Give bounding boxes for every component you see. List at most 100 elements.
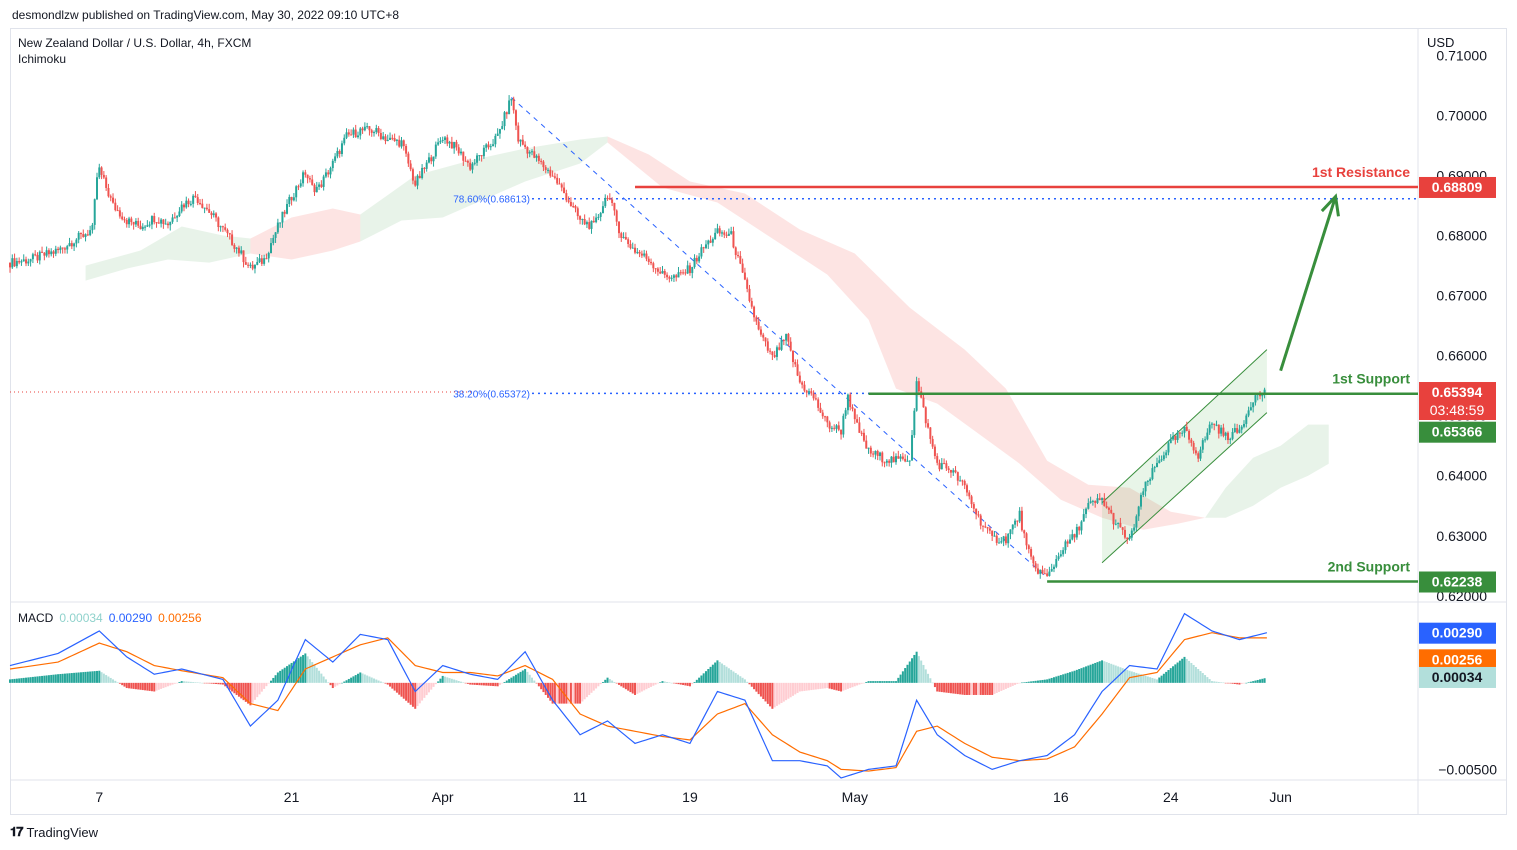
candle-body (57, 248, 60, 251)
level-name-label: 2nd Support (1328, 559, 1411, 575)
candle-body (462, 151, 465, 161)
macd-histogram-bar (45, 675, 48, 683)
macd-histogram-bar (91, 671, 94, 683)
macd-histogram-bar (47, 675, 50, 683)
candle-body (166, 223, 169, 226)
candle-body (1096, 498, 1099, 503)
macd-histogram-bar (409, 682, 412, 705)
candle-body (1114, 523, 1117, 525)
candle-body (634, 247, 637, 253)
fib-trend-line (511, 97, 1048, 579)
candle-body (221, 226, 224, 228)
candle-body (865, 440, 868, 449)
candle-body (450, 141, 453, 149)
candle-body (1007, 533, 1010, 544)
candle-body (1105, 506, 1108, 508)
macd-histogram-bar (173, 682, 176, 684)
macd-histogram-bar (947, 682, 950, 693)
macd-histogram-bar (1098, 661, 1101, 683)
macd-histogram-bar (622, 682, 625, 688)
macd-histogram-bar (963, 682, 966, 695)
macd-histogram-bar (608, 679, 611, 683)
macd-histogram-bar (535, 682, 538, 684)
macd-histogram-bar (769, 682, 772, 707)
candle-body (881, 452, 884, 463)
footer[interactable]: 𝟏𝟕 TradingView (10, 824, 98, 840)
macd-histogram-bar (709, 666, 712, 683)
candle-body (885, 460, 888, 463)
macd-histogram-bar (482, 682, 485, 686)
candle-body (9, 262, 11, 268)
macd-histogram-bar (677, 682, 680, 685)
candle-body (205, 207, 208, 210)
macd-histogram-bar (1146, 676, 1149, 683)
candle-body (514, 110, 517, 126)
candle-body (489, 146, 492, 148)
macd-histogram-bar (146, 682, 149, 691)
candle-body (714, 232, 717, 240)
macd-histogram-bar (1014, 682, 1017, 685)
macd-histogram-bar (36, 676, 39, 683)
candle-body (991, 530, 994, 536)
macd-histogram-bar (991, 682, 994, 695)
candle-body (1215, 424, 1218, 426)
macd-histogram-bar (361, 673, 364, 683)
candle-body (1085, 508, 1088, 515)
candle-body (1087, 502, 1090, 509)
macd-histogram-bar (583, 682, 586, 700)
macd-histogram-bar (929, 678, 932, 683)
macd-histogram-bar (601, 681, 604, 683)
candle-body (606, 197, 609, 199)
macd-histogram-bar (895, 681, 898, 683)
candle-body (1204, 439, 1207, 441)
macd-histogram-bar (805, 682, 808, 691)
candle-body (66, 246, 69, 250)
candle-body (331, 160, 334, 169)
candle-body (1261, 394, 1264, 397)
candle-body (1004, 536, 1007, 544)
candle-body (269, 243, 272, 254)
candle-body (1231, 431, 1234, 439)
macd-histogram-bar (856, 682, 859, 686)
candle-body (672, 275, 675, 278)
candle-body (730, 231, 733, 234)
macd-histogram-bar (157, 682, 160, 690)
macd-histogram-bar (1252, 681, 1255, 683)
macd-histogram-bar (1117, 666, 1120, 683)
candle-body (496, 133, 499, 136)
chart-frame (10, 28, 1507, 815)
candle-body (704, 244, 707, 248)
macd-histogram-bar (1151, 677, 1154, 683)
macd-histogram-bar (430, 682, 433, 690)
macd-histogram-bar (68, 673, 71, 683)
candle-body (1080, 521, 1083, 531)
candle-body (421, 167, 424, 178)
macd-histogram-bar (984, 682, 987, 695)
candle-body (25, 259, 28, 264)
candle-body (613, 202, 616, 211)
candle-body (556, 177, 559, 184)
macd-histogram-bar (57, 674, 60, 683)
candle-body (853, 408, 856, 420)
candle-body (1110, 509, 1113, 513)
candle-body (743, 272, 746, 280)
macd-histogram-bar (453, 679, 456, 683)
candle-body (1098, 498, 1101, 501)
candle-body (1185, 426, 1188, 431)
macd-histogram-bar (210, 682, 213, 684)
macd-histogram-bar (615, 682, 618, 684)
candle-body (54, 248, 57, 254)
candle-body (627, 239, 630, 244)
macd-histogram-bar (393, 682, 396, 691)
macd-histogram-bar (691, 682, 694, 685)
macd-histogram-bar (329, 682, 332, 686)
x-tick-label: 16 (1053, 789, 1069, 805)
indicator-name[interactable]: Ichimoku (18, 52, 67, 66)
macd-legend[interactable]: MACD 0.00034 0.00290 0.00256 (18, 611, 208, 625)
candle-body (698, 256, 701, 262)
candle-body (208, 209, 211, 213)
candle-body (929, 427, 932, 439)
macd-histogram-bar (737, 674, 740, 683)
macd-histogram-bar (379, 681, 382, 683)
